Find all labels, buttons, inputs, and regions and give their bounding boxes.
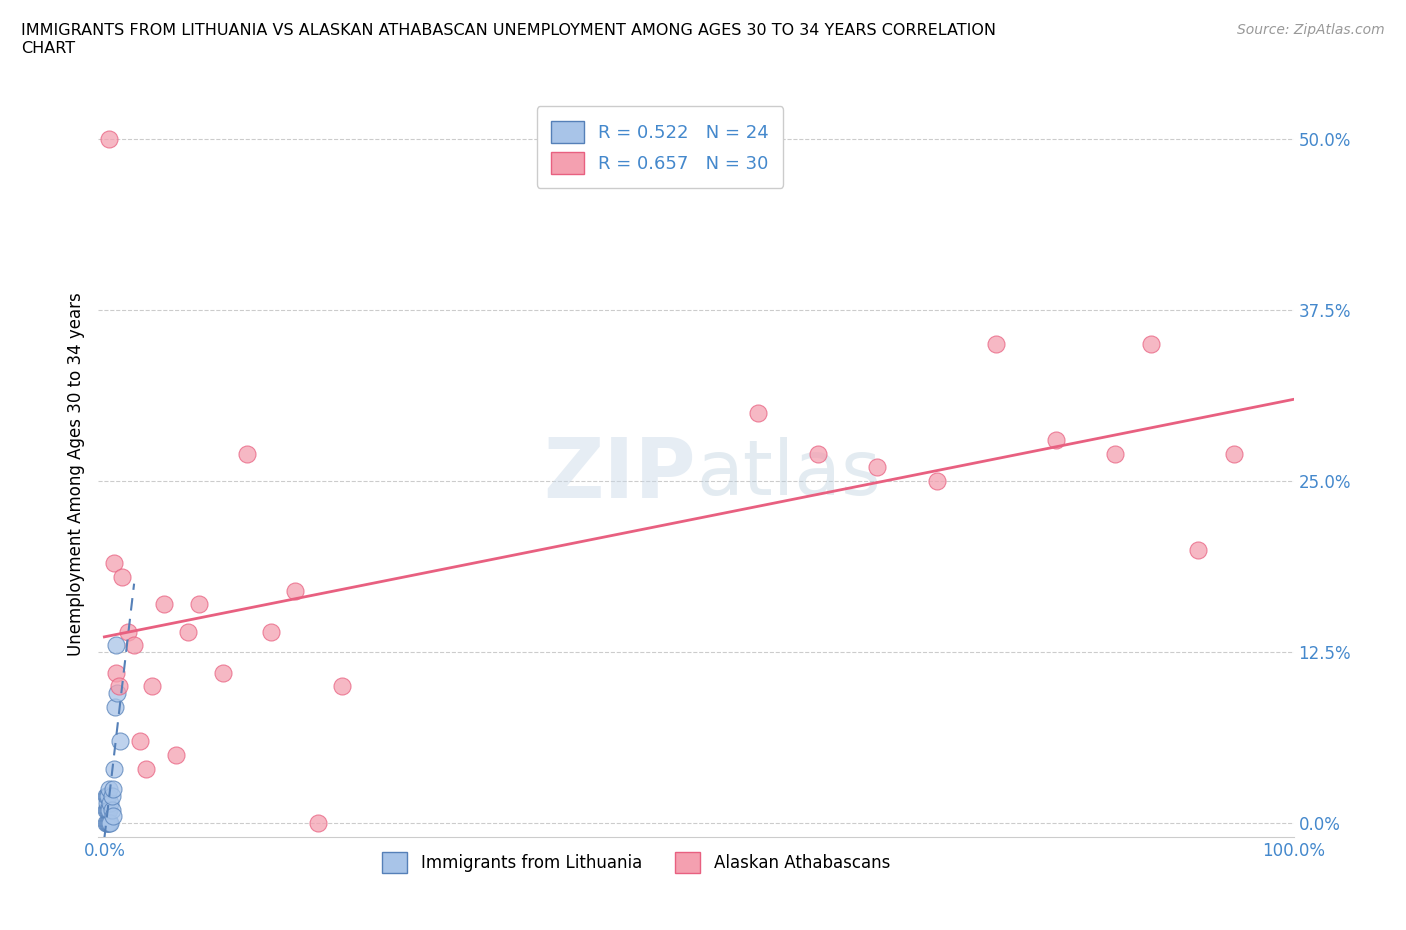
- Point: [1104, 446, 1126, 461]
- Point: [101, 809, 124, 824]
- Point: [135, 761, 157, 776]
- Point: [117, 624, 139, 639]
- Point: [103, 556, 125, 571]
- Point: [104, 699, 127, 714]
- Point: [103, 761, 125, 776]
- Point: [176, 624, 198, 639]
- Legend: Immigrants from Lithuania, Alaskan Athabascans: Immigrants from Lithuania, Alaskan Athab…: [375, 845, 897, 880]
- Text: ZIP: ZIP: [544, 433, 696, 515]
- Point: [307, 816, 329, 830]
- Point: [236, 446, 259, 461]
- Point: [747, 405, 769, 420]
- Point: [100, 789, 122, 804]
- Point: [188, 597, 211, 612]
- Point: [96, 795, 118, 810]
- Point: [100, 803, 122, 817]
- Point: [97, 803, 120, 817]
- Point: [105, 665, 128, 680]
- Point: [330, 679, 353, 694]
- Point: [98, 803, 121, 817]
- Point: [94, 789, 117, 804]
- Point: [96, 789, 118, 804]
- Point: [107, 685, 129, 700]
- Point: [1140, 337, 1163, 352]
- Point: [284, 583, 307, 598]
- Point: [107, 679, 129, 694]
- Point: [108, 734, 131, 749]
- Point: [866, 460, 889, 475]
- Point: [98, 795, 121, 810]
- Point: [98, 781, 121, 796]
- Point: [212, 665, 235, 680]
- Point: [96, 816, 118, 830]
- Point: [925, 473, 948, 488]
- Point: [98, 816, 121, 830]
- Point: [111, 569, 134, 584]
- Point: [153, 597, 176, 612]
- Point: [165, 748, 187, 763]
- Point: [97, 816, 120, 830]
- Point: [97, 789, 120, 804]
- Point: [98, 131, 121, 146]
- Point: [807, 446, 830, 461]
- Text: atlas: atlas: [696, 437, 880, 512]
- Point: [105, 638, 128, 653]
- Point: [96, 803, 118, 817]
- Point: [986, 337, 1008, 352]
- Text: Source: ZipAtlas.com: Source: ZipAtlas.com: [1237, 23, 1385, 37]
- Point: [122, 638, 145, 653]
- Point: [94, 816, 117, 830]
- Point: [1045, 432, 1067, 447]
- Point: [94, 803, 117, 817]
- Text: IMMIGRANTS FROM LITHUANIA VS ALASKAN ATHABASCAN UNEMPLOYMENT AMONG AGES 30 TO 34: IMMIGRANTS FROM LITHUANIA VS ALASKAN ATH…: [21, 23, 995, 56]
- Point: [129, 734, 152, 749]
- Point: [101, 781, 124, 796]
- Point: [1223, 446, 1246, 461]
- Point: [98, 816, 121, 830]
- Y-axis label: Unemployment Among Ages 30 to 34 years: Unemployment Among Ages 30 to 34 years: [66, 292, 84, 657]
- Point: [141, 679, 163, 694]
- Point: [1187, 542, 1209, 557]
- Point: [260, 624, 283, 639]
